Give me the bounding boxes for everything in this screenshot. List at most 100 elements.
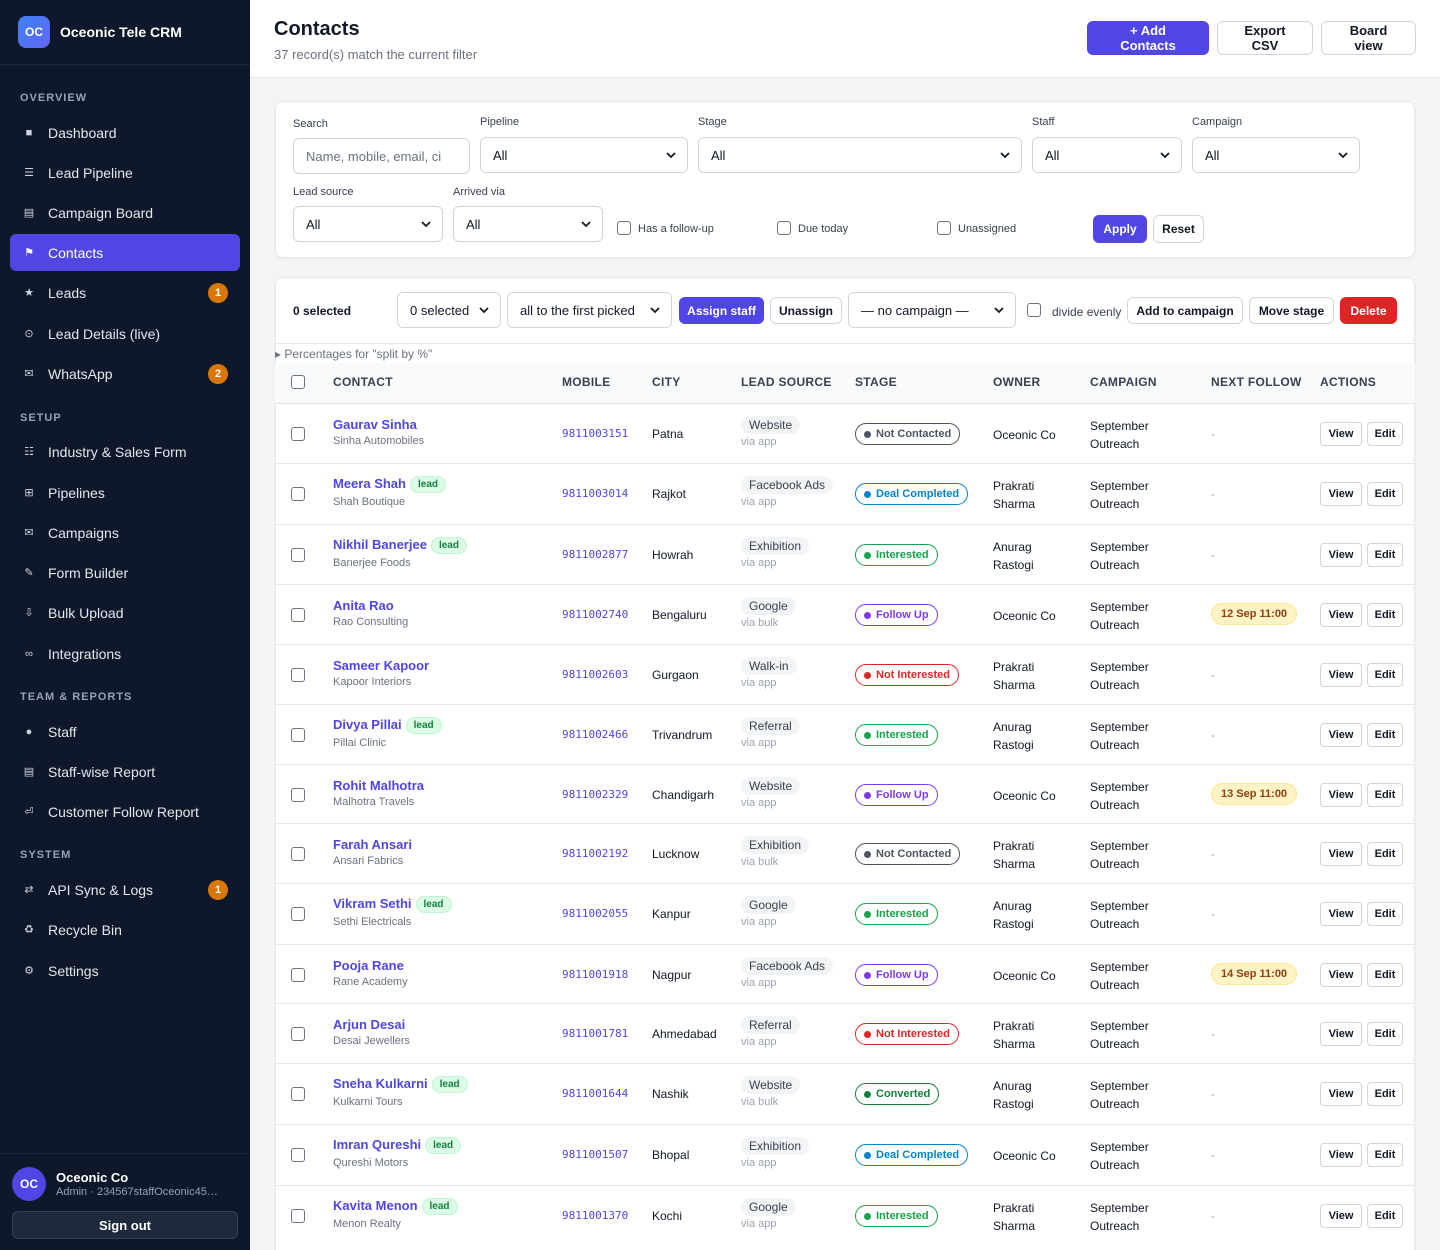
edit-button[interactable]: Edit	[1367, 663, 1403, 687]
bulk-campaign-select[interactable]: — no campaign —	[848, 292, 1016, 328]
edit-button[interactable]: Edit	[1367, 902, 1403, 926]
unassigned-checkbox[interactable]	[937, 221, 951, 235]
sidebar-item-form-builder[interactable]: ✎ Form Builder	[10, 554, 240, 591]
sidebar-item-customer-follow-report[interactable]: ⏎ Customer Follow Report	[10, 793, 240, 830]
edit-button[interactable]: Edit	[1367, 1022, 1403, 1046]
mobile-link[interactable]: 9811001781	[562, 1027, 629, 1040]
edit-button[interactable]: Edit	[1367, 482, 1403, 506]
assign-mode-select[interactable]: all to the first picked	[507, 292, 672, 328]
percentages-toggle[interactable]: ▸ Percentages for "split by %"	[275, 347, 433, 361]
reset-button[interactable]: Reset	[1153, 215, 1204, 243]
edit-button[interactable]: Edit	[1367, 603, 1403, 627]
sign-out-button[interactable]: Sign out	[12, 1211, 238, 1239]
contact-name-link[interactable]: Anita Rao	[333, 598, 394, 613]
sidebar-item-bulk-upload[interactable]: ⇩ Bulk Upload	[10, 594, 240, 631]
campaign-select[interactable]: All	[1192, 137, 1360, 173]
view-button[interactable]: View	[1320, 902, 1362, 926]
stage-select[interactable]: All	[698, 137, 1022, 173]
contact-name-link[interactable]: Pooja Rane	[333, 958, 404, 973]
mobile-link[interactable]: 9811002192	[562, 847, 629, 860]
row-checkbox[interactable]	[291, 1148, 305, 1162]
contact-name-link[interactable]: Kavita Menon	[333, 1198, 418, 1213]
view-button[interactable]: View	[1320, 663, 1362, 687]
sidebar-item-lead-details-live[interactable]: ⊙ Lead Details (live)	[10, 315, 240, 352]
arrived-via-select[interactable]: All	[453, 206, 603, 242]
view-button[interactable]: View	[1320, 543, 1362, 567]
view-button[interactable]: View	[1320, 1143, 1362, 1167]
contact-name-link[interactable]: Sameer Kapoor	[333, 658, 430, 673]
sidebar-item-pipelines[interactable]: ⊞ Pipelines	[10, 474, 240, 511]
due-today-checkbox[interactable]	[777, 221, 791, 235]
view-button[interactable]: View	[1320, 842, 1362, 866]
row-checkbox[interactable]	[291, 1209, 305, 1223]
edit-button[interactable]: Edit	[1367, 1143, 1403, 1167]
sidebar-item-api-sync-logs[interactable]: ⇄ API Sync & Logs 1	[10, 871, 240, 908]
divide-evenly-checkbox[interactable]	[1027, 303, 1041, 317]
row-checkbox[interactable]	[291, 548, 305, 562]
sidebar-item-staff-wise-report[interactable]: ▤ Staff-wise Report	[10, 753, 240, 790]
board-view-button[interactable]: Board view	[1321, 21, 1416, 55]
edit-button[interactable]: Edit	[1367, 963, 1403, 987]
row-checkbox[interactable]	[291, 487, 305, 501]
contact-name-link[interactable]: Sneha Kulkarni	[333, 1076, 428, 1091]
mobile-link[interactable]: 9811001918	[562, 968, 629, 981]
row-checkbox[interactable]	[291, 1027, 305, 1041]
edit-button[interactable]: Edit	[1367, 543, 1403, 567]
select-all-checkbox[interactable]	[291, 375, 305, 389]
mobile-link[interactable]: 9811002740	[562, 608, 629, 621]
view-button[interactable]: View	[1320, 482, 1362, 506]
contact-name-link[interactable]: Arjun Desai	[333, 1017, 406, 1032]
add-to-campaign-button[interactable]: Add to campaign	[1127, 297, 1243, 324]
apply-button[interactable]: Apply	[1093, 215, 1147, 243]
mobile-link[interactable]: 9811002466	[562, 728, 629, 741]
edit-button[interactable]: Edit	[1367, 422, 1403, 446]
view-button[interactable]: View	[1320, 603, 1362, 627]
row-checkbox[interactable]	[291, 728, 305, 742]
contact-name-link[interactable]: Gaurav Sinha	[333, 417, 417, 432]
contact-name-link[interactable]: Meera Shah	[333, 476, 406, 491]
edit-button[interactable]: Edit	[1367, 723, 1403, 747]
row-checkbox[interactable]	[291, 847, 305, 861]
mobile-link[interactable]: 9811003014	[562, 487, 629, 500]
contact-name-link[interactable]: Imran Qureshi	[333, 1137, 422, 1152]
mobile-link[interactable]: 9811001370	[562, 1209, 629, 1222]
view-button[interactable]: View	[1320, 723, 1362, 747]
mobile-link[interactable]: 9811002055	[562, 907, 629, 920]
view-button[interactable]: View	[1320, 1082, 1362, 1106]
sidebar-item-settings[interactable]: ⚙ Settings	[10, 952, 240, 989]
sidebar-item-recycle-bin[interactable]: ♻ Recycle Bin	[10, 911, 240, 948]
search-input[interactable]: Name, mobile, email, ci	[293, 138, 470, 174]
edit-button[interactable]: Edit	[1367, 783, 1403, 807]
sidebar-item-integrations[interactable]: ∞ Integrations	[10, 635, 240, 672]
sidebar-item-dashboard[interactable]: ■ Dashboard	[10, 114, 240, 151]
sidebar-item-staff[interactable]: ● Staff	[10, 713, 240, 750]
sidebar-item-contacts[interactable]: ⚑ Contacts	[10, 234, 240, 271]
sidebar-item-lead-pipeline[interactable]: ☰ Lead Pipeline	[10, 154, 240, 191]
selected-staff-select[interactable]: 0 selected	[397, 292, 501, 328]
mobile-link[interactable]: 9811001644	[562, 1087, 629, 1100]
mobile-link[interactable]: 9811002603	[562, 668, 629, 681]
edit-button[interactable]: Edit	[1367, 1204, 1403, 1228]
contact-name-link[interactable]: Divya Pillai	[333, 717, 402, 732]
sidebar-item-industry-sales-form[interactable]: ☷ Industry & Sales Form	[10, 433, 240, 470]
assign-staff-button[interactable]: Assign staff	[679, 297, 764, 324]
export-csv-button[interactable]: Export CSV	[1217, 21, 1313, 55]
row-checkbox[interactable]	[291, 788, 305, 802]
lead-source-select[interactable]: All	[293, 206, 443, 242]
contact-name-link[interactable]: Nikhil Banerjee	[333, 537, 427, 552]
view-button[interactable]: View	[1320, 783, 1362, 807]
mobile-link[interactable]: 9811003151	[562, 427, 629, 440]
mobile-link[interactable]: 9811002877	[562, 548, 629, 561]
staff-select[interactable]: All	[1032, 137, 1182, 173]
view-button[interactable]: View	[1320, 1204, 1362, 1228]
row-checkbox[interactable]	[291, 1087, 305, 1101]
row-checkbox[interactable]	[291, 608, 305, 622]
row-checkbox[interactable]	[291, 668, 305, 682]
row-checkbox[interactable]	[291, 968, 305, 982]
edit-button[interactable]: Edit	[1367, 1082, 1403, 1106]
contact-name-link[interactable]: Farah Ansari	[333, 837, 412, 852]
mobile-link[interactable]: 9811002329	[562, 788, 629, 801]
has-followup-checkbox[interactable]	[617, 221, 631, 235]
add-contacts-button[interactable]: + Add Contacts	[1087, 21, 1209, 55]
edit-button[interactable]: Edit	[1367, 842, 1403, 866]
